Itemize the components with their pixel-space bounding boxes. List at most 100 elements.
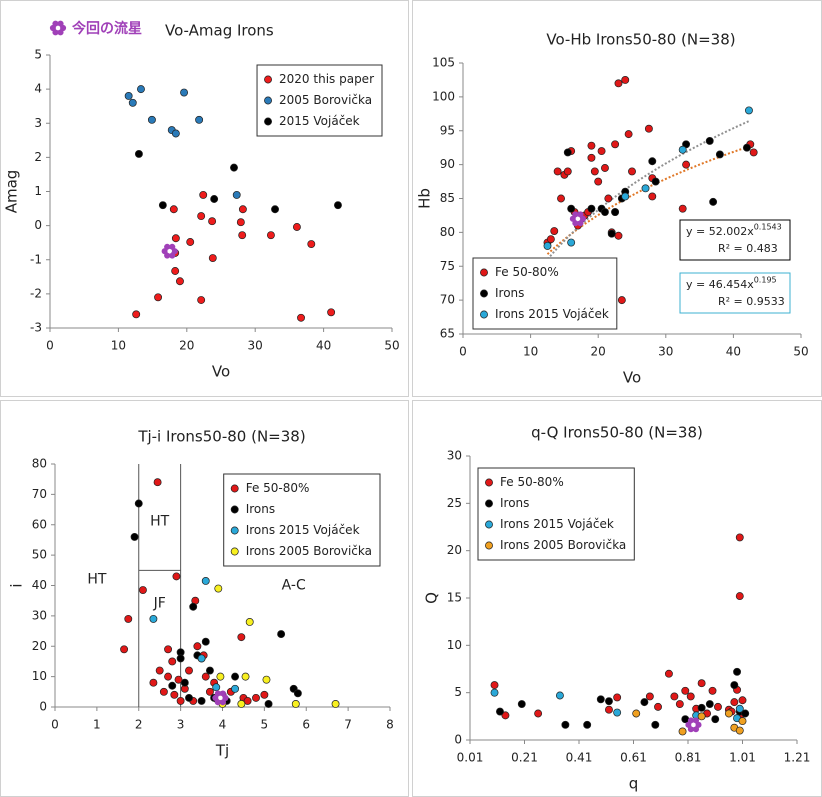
point bbox=[245, 618, 254, 626]
y-tick-label: 15 bbox=[447, 591, 462, 605]
point bbox=[724, 709, 733, 718]
point bbox=[238, 205, 247, 214]
legend-swatch bbox=[485, 499, 493, 508]
x-axis-label: q bbox=[629, 775, 639, 793]
y-tick-label: 40 bbox=[32, 578, 47, 592]
point bbox=[738, 696, 747, 705]
point bbox=[252, 693, 260, 702]
y-tick-label: 60 bbox=[32, 517, 47, 531]
point bbox=[124, 614, 133, 623]
y-tick-label: 1 bbox=[34, 184, 42, 198]
point bbox=[231, 672, 240, 681]
chart-title: Vo-Amag Irons bbox=[165, 22, 274, 40]
point bbox=[557, 194, 565, 203]
point bbox=[197, 212, 206, 221]
point bbox=[174, 675, 183, 684]
point bbox=[297, 313, 305, 322]
point bbox=[714, 702, 722, 711]
point bbox=[567, 238, 576, 247]
point bbox=[180, 678, 189, 687]
x-tick-label: 30 bbox=[248, 339, 263, 353]
legend-swatch bbox=[230, 505, 239, 514]
y-tick-label: 0 bbox=[39, 700, 47, 714]
x-tick-label: 40 bbox=[726, 345, 741, 359]
point bbox=[601, 208, 609, 216]
legend-label: 2020 this paper bbox=[279, 72, 374, 86]
petal-center bbox=[691, 722, 696, 728]
point bbox=[601, 164, 609, 172]
x-axis-label: Vo bbox=[212, 363, 230, 381]
region-label: A-C bbox=[282, 578, 306, 594]
point bbox=[201, 672, 210, 681]
point bbox=[604, 194, 613, 203]
point bbox=[237, 633, 246, 642]
highlight-marker bbox=[161, 243, 178, 259]
point bbox=[277, 630, 286, 639]
point bbox=[134, 150, 143, 158]
equation-box bbox=[679, 272, 791, 314]
point bbox=[195, 115, 204, 124]
point bbox=[212, 683, 221, 692]
point bbox=[231, 684, 240, 693]
point bbox=[735, 704, 744, 713]
point bbox=[681, 686, 690, 695]
legend: 2020 this paper 2005 Borovička 2015 Vojáče… bbox=[256, 64, 383, 137]
point bbox=[617, 296, 626, 305]
point bbox=[271, 205, 279, 214]
point bbox=[197, 654, 206, 663]
point bbox=[613, 708, 622, 717]
petal bbox=[577, 220, 584, 227]
point bbox=[262, 675, 271, 684]
legend-label: Irons 2005 Borovička bbox=[246, 544, 372, 558]
petal-center bbox=[167, 248, 172, 254]
point bbox=[168, 681, 177, 690]
y-tick-label: 100 bbox=[432, 89, 455, 103]
point bbox=[678, 204, 687, 213]
y-tick-label: 30 bbox=[32, 608, 47, 622]
point bbox=[149, 678, 158, 687]
region-label: JF bbox=[153, 596, 166, 612]
equation: y = 46.454x bbox=[686, 278, 754, 291]
legend-box bbox=[223, 473, 381, 567]
point bbox=[236, 218, 245, 227]
legend-swatch bbox=[485, 520, 493, 529]
point bbox=[735, 533, 744, 542]
point bbox=[651, 720, 660, 729]
x-tick-label: 0 bbox=[46, 339, 54, 353]
point bbox=[697, 712, 706, 721]
petal bbox=[164, 243, 171, 250]
petal bbox=[57, 20, 64, 27]
y-axis-label: i bbox=[8, 583, 26, 587]
point bbox=[744, 106, 753, 115]
point bbox=[605, 697, 613, 706]
point bbox=[238, 231, 247, 240]
point bbox=[138, 586, 147, 595]
point bbox=[128, 98, 137, 107]
legend-swatch bbox=[264, 75, 272, 84]
x-tick-label: 0.21 bbox=[511, 751, 538, 765]
legend-label: Irons 2015 Vojáček bbox=[246, 523, 360, 537]
y-tick-label: 50 bbox=[32, 548, 47, 562]
point bbox=[697, 703, 706, 712]
x-tick-label: 4 bbox=[219, 718, 227, 732]
point bbox=[132, 310, 141, 319]
point bbox=[490, 688, 499, 697]
point bbox=[164, 645, 173, 654]
point bbox=[517, 700, 526, 708]
point bbox=[678, 727, 687, 736]
point bbox=[738, 717, 747, 726]
point bbox=[186, 238, 195, 246]
point bbox=[741, 709, 750, 718]
point bbox=[705, 700, 714, 708]
point bbox=[193, 642, 202, 651]
point bbox=[534, 709, 543, 718]
point bbox=[210, 195, 219, 203]
point bbox=[628, 167, 636, 176]
point bbox=[567, 204, 576, 213]
point bbox=[243, 696, 252, 705]
point bbox=[621, 75, 630, 84]
point bbox=[185, 666, 193, 675]
point bbox=[711, 715, 720, 724]
point bbox=[159, 687, 168, 696]
x-tick-label: 7 bbox=[344, 718, 352, 732]
